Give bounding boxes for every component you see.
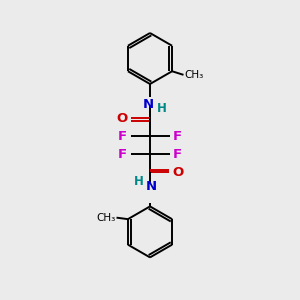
Text: H: H	[134, 176, 143, 188]
Text: O: O	[172, 166, 184, 179]
Text: N: N	[146, 180, 157, 193]
Text: F: F	[118, 148, 127, 161]
Text: F: F	[118, 130, 127, 143]
Text: H: H	[157, 102, 166, 115]
Text: N: N	[143, 98, 154, 111]
Text: F: F	[173, 148, 182, 161]
Text: CH₃: CH₃	[185, 70, 204, 80]
Text: O: O	[116, 112, 128, 125]
Text: CH₃: CH₃	[96, 213, 115, 223]
Text: F: F	[173, 130, 182, 143]
